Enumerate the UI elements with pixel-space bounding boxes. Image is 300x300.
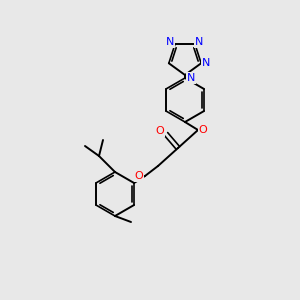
Text: N: N	[166, 37, 174, 47]
Text: O: O	[156, 126, 164, 136]
Text: O: O	[135, 171, 143, 181]
Text: N: N	[187, 73, 195, 83]
Text: O: O	[199, 125, 207, 135]
Text: N: N	[195, 37, 203, 47]
Text: N: N	[202, 58, 210, 68]
